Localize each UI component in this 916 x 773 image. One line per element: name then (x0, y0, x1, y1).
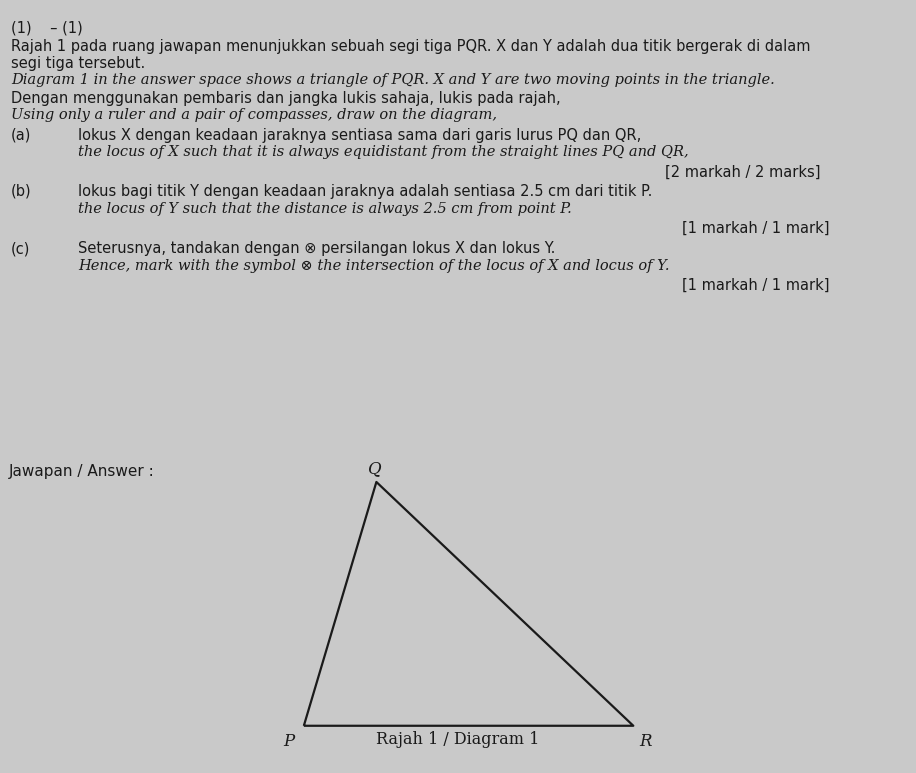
Text: Hence, mark with the symbol ⊗ the intersection of the locus of X and locus of Y.: Hence, mark with the symbol ⊗ the inters… (78, 259, 670, 273)
Text: the locus of X such that it is always equidistant from the straight lines PQ and: the locus of X such that it is always eq… (78, 145, 689, 159)
Text: (a): (a) (11, 128, 31, 142)
Text: Diagram 1 in the answer space shows a triangle of PQR. X and Y are two moving po: Diagram 1 in the answer space shows a tr… (11, 73, 775, 87)
Text: Seterusnya, tandakan dengan ⊗ persilangan lokus X dan lokus Y.: Seterusnya, tandakan dengan ⊗ persilanga… (78, 241, 555, 256)
Text: lokus bagi titik Y dengan keadaan jaraknya adalah sentiasa 2.5 cm dari titik P.: lokus bagi titik Y dengan keadaan jarakn… (78, 184, 652, 199)
Text: [2 markah / 2 marks]: [2 markah / 2 marks] (665, 165, 821, 179)
Text: (c): (c) (11, 241, 30, 256)
Text: (b): (b) (11, 184, 32, 199)
Text: Rajah 1 / Diagram 1: Rajah 1 / Diagram 1 (376, 730, 540, 747)
Text: P: P (283, 734, 294, 751)
Text: Using only a ruler and a pair of compasses, draw on the diagram,: Using only a ruler and a pair of compass… (11, 108, 497, 122)
Text: Q: Q (368, 460, 382, 477)
Text: Jawapan / Answer :: Jawapan / Answer : (9, 464, 155, 478)
Text: [1 markah / 1 mark]: [1 markah / 1 mark] (682, 221, 830, 236)
Text: (1)    – (1): (1) – (1) (11, 21, 82, 36)
Text: Dengan menggunakan pembaris dan jangka lukis sahaja, lukis pada rajah,: Dengan menggunakan pembaris dan jangka l… (11, 91, 561, 106)
Text: Rajah 1 pada ruang jawapan menunjukkan sebuah segi tiga PQR. X dan Y adalah dua : Rajah 1 pada ruang jawapan menunjukkan s… (11, 39, 811, 53)
Text: segi tiga tersebut.: segi tiga tersebut. (11, 56, 146, 70)
Text: lokus X dengan keadaan jaraknya sentiasa sama dari garis lurus PQ dan QR,: lokus X dengan keadaan jaraknya sentiasa… (78, 128, 641, 142)
Text: R: R (639, 734, 651, 751)
Text: [1 markah / 1 mark]: [1 markah / 1 mark] (682, 278, 830, 292)
Text: the locus of Y such that the distance is always 2.5 cm from point P.: the locus of Y such that the distance is… (78, 202, 572, 216)
